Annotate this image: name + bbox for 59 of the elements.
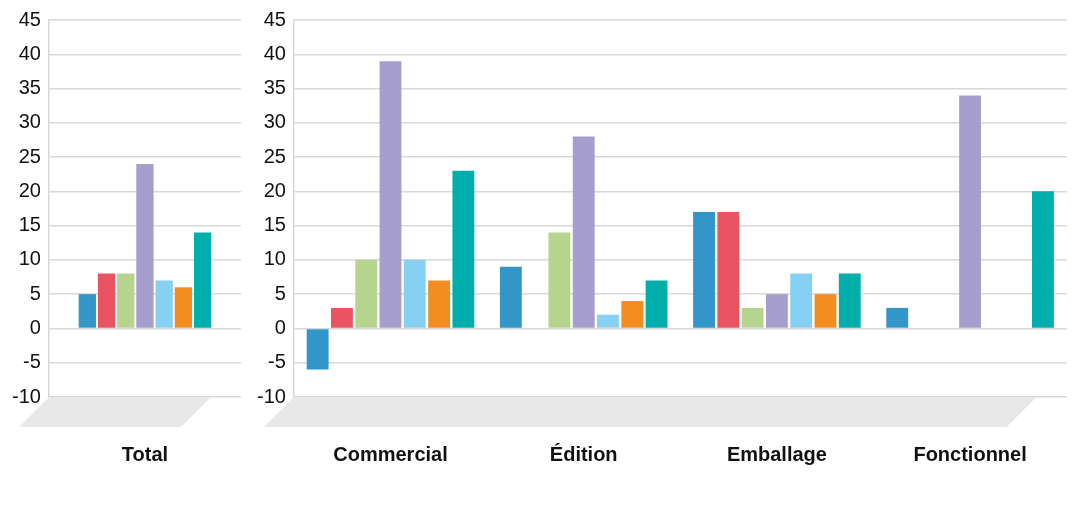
bar: [597, 314, 619, 328]
bar: [645, 280, 668, 328]
bar: [790, 273, 813, 328]
bar: [331, 307, 353, 328]
bar: [136, 163, 154, 328]
bar: [174, 287, 193, 328]
x-tick-label: Total: [121, 442, 169, 465]
y-tick-label: -5: [23, 350, 41, 373]
bar: [548, 232, 571, 328]
bar: [452, 170, 475, 328]
y-tick-label: 15: [263, 213, 286, 236]
y-tick-label: 20: [263, 178, 286, 201]
y-tick-label: 35: [18, 76, 41, 99]
y-tick-label: 5: [29, 281, 41, 304]
x-tick-label: Fonctionnel: [913, 442, 1027, 465]
y-tick-label: 45: [18, 7, 41, 30]
x-tick-label: Édition: [549, 442, 618, 465]
y-tick-label: 35: [263, 76, 286, 99]
bar: [428, 280, 451, 328]
y-tick-label: 40: [263, 41, 286, 64]
bar: [499, 266, 522, 328]
bar: [355, 259, 378, 328]
y-tick-label: 30: [18, 110, 41, 133]
bar: [741, 307, 764, 328]
y-tick-label: 5: [274, 281, 286, 304]
bar: [621, 301, 644, 328]
y-tick-label: -5: [268, 350, 286, 373]
y-tick-label: 20: [18, 178, 41, 201]
y-tick-label: 40: [18, 41, 41, 64]
y-tick-label: 0: [29, 315, 41, 338]
bar: [97, 273, 116, 328]
y-tick-label: 45: [263, 7, 286, 30]
bar: [959, 95, 982, 328]
y-tick-label: 15: [18, 213, 41, 236]
bar: [403, 259, 426, 328]
y-tick-label: 25: [263, 144, 286, 167]
bar: [78, 294, 96, 328]
y-tick-label: -10: [12, 384, 41, 407]
y-tick-label: 25: [18, 144, 41, 167]
y-tick-label: 10: [18, 247, 41, 270]
y-tick-label: 10: [263, 247, 286, 270]
bar: [155, 280, 173, 328]
bar: [693, 211, 715, 328]
bar: [886, 307, 909, 328]
bar: [379, 61, 402, 328]
bar: [572, 136, 595, 328]
bar: [814, 294, 837, 328]
x-tick-label: Emballage: [726, 442, 827, 465]
bar: [838, 273, 861, 328]
x-tick-label: Commercial: [333, 442, 448, 465]
bar: [717, 211, 740, 328]
bar: [193, 232, 212, 328]
bar: [1032, 191, 1054, 328]
bar: [306, 329, 329, 370]
y-tick-label: 0: [274, 315, 286, 338]
y-tick-label: -10: [257, 384, 286, 407]
y-tick-label: 30: [263, 110, 286, 133]
bar: [117, 273, 135, 328]
bar: [765, 294, 788, 328]
